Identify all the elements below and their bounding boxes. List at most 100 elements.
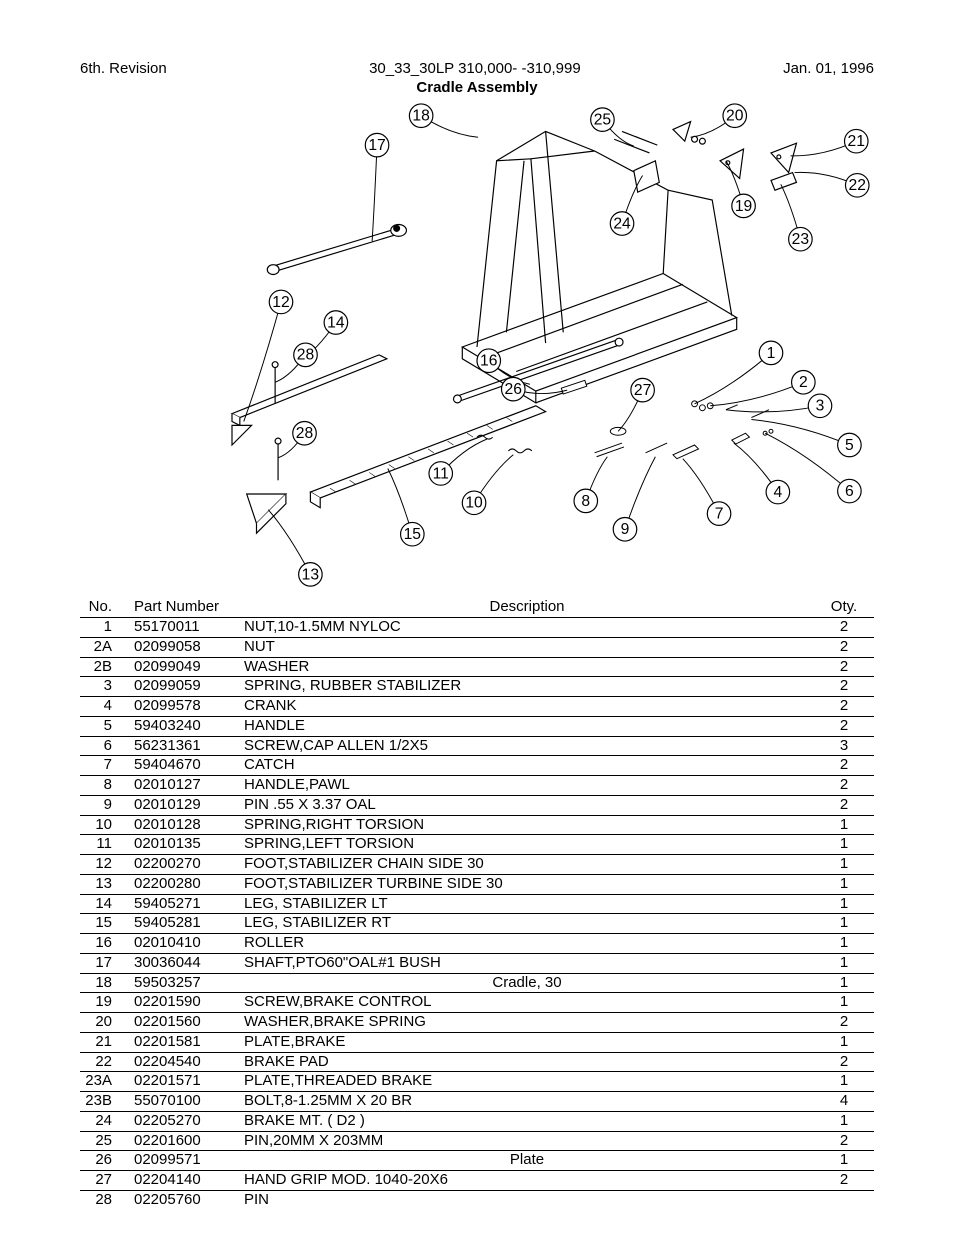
callout-number: 25 (594, 112, 612, 129)
callout-number: 9 (621, 521, 630, 538)
cell-description: WASHER,BRAKE SPRING (240, 1013, 814, 1033)
cell-part-number: 02201560 (130, 1013, 240, 1033)
cell-part-number: 02201581 (130, 1032, 240, 1052)
table-row: 402099578CRANK2 (80, 697, 874, 717)
cell-description: SPRING,RIGHT TORSION (240, 815, 814, 835)
cell-no: 22 (80, 1052, 130, 1072)
cell-part-number: 55170011 (130, 618, 240, 638)
cell-no: 23A (80, 1072, 130, 1092)
cell-description: HANDLE (240, 716, 814, 736)
table-row: 759404670CATCH2 (80, 756, 874, 776)
table-row: 1902201590SCREW,BRAKE CONTROL1 (80, 993, 874, 1013)
cell-description: NUT (240, 637, 814, 657)
cell-part-number: 02099059 (130, 677, 240, 697)
cell-part-number: 02010127 (130, 776, 240, 796)
cell-no: 5 (80, 716, 130, 736)
cell-description: PIN .55 X 3.37 OAL (240, 795, 814, 815)
table-row: 559403240HANDLE2 (80, 716, 874, 736)
cell-no: 8 (80, 776, 130, 796)
cell-part-number: 02099571 (130, 1151, 240, 1171)
cell-description: HAND GRIP MOD. 1040-20X6 (240, 1171, 814, 1191)
table-row: 302099059SPRING, RUBBER STABILIZER2 (80, 677, 874, 697)
table-header-row: No. Part Number Description Oty. (80, 596, 874, 618)
cell-description: PIN,20MM X 203MM (240, 1131, 814, 1151)
cell-description: BRAKE MT. ( D2 ) (240, 1111, 814, 1131)
cell-no: 28 (80, 1190, 130, 1209)
table-row: 2802205760PIN (80, 1190, 874, 1209)
table-row: 1202200270FOOT,STABILIZER CHAIN SIDE 301 (80, 855, 874, 875)
table-row: 2702204140HAND GRIP MOD. 1040-20X62 (80, 1171, 874, 1191)
table-row: 1730036044SHAFT,PTO60"OAL#1 BUSH1 (80, 953, 874, 973)
cell-no: 13 (80, 874, 130, 894)
callout-number: 24 (613, 215, 631, 232)
cell-part-number: 55070100 (130, 1092, 240, 1112)
table-row: 802010127HANDLE,PAWL2 (80, 776, 874, 796)
cell-part-number: 02099058 (130, 637, 240, 657)
cell-qty: 1 (814, 1111, 874, 1131)
cell-description: WASHER (240, 657, 814, 677)
cell-description: SCREW,BRAKE CONTROL (240, 993, 814, 1013)
cell-description: SPRING, RUBBER STABILIZER (240, 677, 814, 697)
cell-qty: 1 (814, 1072, 874, 1092)
cell-qty: 1 (814, 874, 874, 894)
cell-qty: 2 (814, 756, 874, 776)
cell-part-number: 59405281 (130, 914, 240, 934)
cell-description: SHAFT,PTO60"OAL#1 BUSH (240, 953, 814, 973)
col-header-part: Part Number (130, 596, 240, 618)
cell-part-number: 02201571 (130, 1072, 240, 1092)
cell-no: 7 (80, 756, 130, 776)
cell-qty: 1 (814, 993, 874, 1013)
exploded-diagram: 1234567891011121314151617181920212223242… (80, 102, 874, 592)
table-row: 1602010410ROLLER1 (80, 934, 874, 954)
cell-qty: 2 (814, 1131, 874, 1151)
cell-no: 17 (80, 953, 130, 973)
cell-no: 10 (80, 815, 130, 835)
table-row: 656231361SCREW,CAP ALLEN 1/2X53 (80, 736, 874, 756)
cell-no: 23B (80, 1092, 130, 1112)
cell-no: 2B (80, 657, 130, 677)
cell-no: 4 (80, 697, 130, 717)
cell-description: PLATE,BRAKE (240, 1032, 814, 1052)
cell-description: SCREW,CAP ALLEN 1/2X5 (240, 736, 814, 756)
cell-no: 1 (80, 618, 130, 638)
callout-number: 19 (735, 198, 752, 215)
col-header-no: No. (80, 596, 130, 618)
table-row: 2A02099058NUT2 (80, 637, 874, 657)
cell-part-number: 59404670 (130, 756, 240, 776)
cell-no: 3 (80, 677, 130, 697)
table-row: 1102010135SPRING,LEFT TORSION1 (80, 835, 874, 855)
cell-qty: 2 (814, 637, 874, 657)
cell-description: CATCH (240, 756, 814, 776)
cell-no: 26 (80, 1151, 130, 1171)
col-header-desc: Description (240, 596, 814, 618)
cell-part-number: 02205270 (130, 1111, 240, 1131)
callout-number: 5 (845, 437, 854, 454)
cell-no: 27 (80, 1171, 130, 1191)
cell-description: FOOT,STABILIZER TURBINE SIDE 30 (240, 874, 814, 894)
cell-description: Cradle, 30 (240, 973, 814, 993)
cell-part-number: 02010410 (130, 934, 240, 954)
callout-number: 6 (845, 483, 854, 500)
col-header-qty: Oty. (814, 596, 874, 618)
cell-qty (814, 1190, 874, 1209)
revision-text: 6th. Revision (80, 60, 167, 77)
callout-number: 17 (368, 137, 385, 154)
cell-description: LEG, STABILIZER LT (240, 894, 814, 914)
cell-part-number: 02200280 (130, 874, 240, 894)
table-row: 2202204540BRAKE PAD2 (80, 1052, 874, 1072)
callout-number: 18 (412, 108, 430, 125)
cell-qty: 1 (814, 914, 874, 934)
cell-description: BOLT,8-1.25MM X 20 BR (240, 1092, 814, 1112)
table-row: 1859503257Cradle, 301 (80, 973, 874, 993)
cell-qty: 1 (814, 1151, 874, 1171)
cell-description: NUT,10-1.5MM NYLOC (240, 618, 814, 638)
date-text: Jan. 01, 1996 (783, 60, 874, 77)
cell-no: 2A (80, 637, 130, 657)
cell-qty: 2 (814, 1052, 874, 1072)
cell-no: 14 (80, 894, 130, 914)
cell-no: 25 (80, 1131, 130, 1151)
cell-description: PIN (240, 1190, 814, 1209)
callout-number: 27 (634, 382, 651, 399)
table-row: 23A02201571PLATE,THREADED BRAKE1 (80, 1072, 874, 1092)
callout-number: 12 (272, 294, 289, 311)
